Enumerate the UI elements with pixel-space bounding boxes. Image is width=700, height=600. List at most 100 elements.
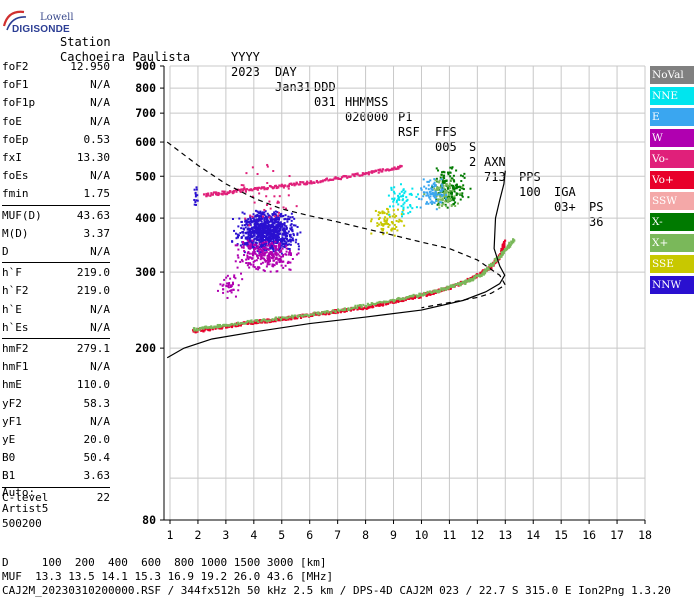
echo-point (278, 261, 281, 264)
echo-point (222, 283, 225, 286)
echo-point (258, 216, 261, 219)
trace-point (278, 318, 281, 321)
echo-point (460, 180, 463, 183)
param-key: yE (2, 433, 16, 446)
trace-point (354, 172, 357, 176)
echo-point (256, 226, 259, 229)
trace-point (232, 191, 235, 194)
echo-point (274, 234, 277, 237)
trace-point (316, 181, 320, 184)
echo-point (383, 218, 386, 221)
echo-point (282, 206, 285, 209)
echo-point (444, 203, 447, 206)
echo-point (440, 201, 443, 204)
echo-point (233, 276, 236, 279)
trace-point (211, 328, 214, 331)
trace-point (257, 319, 261, 322)
trace-point (447, 287, 450, 290)
echo-point (263, 236, 266, 239)
trace-point (487, 267, 490, 270)
trace-point (362, 173, 365, 176)
logo-text-lowell: Lowell (40, 12, 74, 23)
echo-point (261, 239, 264, 242)
echo-point (260, 257, 263, 260)
echo-point (249, 231, 252, 234)
echo-point (281, 236, 284, 239)
echo-point (376, 224, 379, 227)
echo-point (251, 229, 254, 232)
echo-point (263, 218, 266, 221)
trace-point (387, 300, 390, 303)
echo-point (267, 239, 270, 242)
echo-point (437, 169, 440, 172)
echo-point (446, 184, 449, 187)
trace-point (379, 303, 383, 306)
param-value: 3.63 (83, 469, 111, 483)
echo-point (450, 184, 453, 187)
echo-point (402, 189, 405, 192)
echo-point (261, 230, 264, 233)
echo-point (409, 203, 412, 206)
echo-point (410, 193, 413, 196)
echo-point (377, 223, 380, 226)
echo-point (382, 211, 385, 214)
trace-point (346, 176, 349, 179)
echo-point (266, 257, 269, 260)
echo-point (388, 215, 391, 218)
echo-point (248, 224, 251, 227)
polarization-legend: NoVal NNE E W Vo- Vo+ SSW X- X+ SSE NNW (650, 66, 694, 297)
echo-point (391, 197, 394, 200)
echo-point (267, 224, 270, 227)
param-key: foF1p (2, 96, 36, 110)
trace-point (377, 168, 380, 172)
trace-point (426, 291, 429, 294)
echo-point (257, 230, 260, 233)
echo-point (445, 179, 448, 182)
trace-point (459, 281, 462, 285)
echo-point (281, 238, 284, 241)
echo-point (270, 252, 273, 255)
echo-point (446, 187, 449, 190)
trace-point (398, 299, 401, 302)
trace-point (193, 329, 196, 332)
trace-point (238, 324, 241, 327)
echo-point (232, 283, 235, 286)
trace-point (511, 240, 515, 243)
trace-point (281, 316, 284, 319)
echo-point (437, 192, 440, 195)
echo-point (395, 219, 398, 222)
param-value: 43.63 (76, 208, 110, 222)
echo-point (247, 233, 250, 236)
trace-point (495, 258, 498, 261)
echo-point (196, 194, 199, 197)
echo-point (427, 202, 430, 205)
echo-point (397, 197, 400, 200)
echo-point (399, 195, 402, 198)
echo-point (262, 213, 265, 216)
trace-point (330, 311, 333, 314)
echo-point (261, 228, 264, 231)
echo-point (461, 194, 464, 197)
echo-point (273, 215, 276, 218)
echo-point (246, 254, 249, 257)
echo-point (265, 238, 268, 241)
echo-point (264, 247, 267, 250)
echo-point (436, 185, 439, 188)
echo-point (269, 231, 272, 234)
echo-point (441, 193, 444, 196)
echo-point (271, 213, 274, 216)
echo-point (431, 192, 434, 195)
echo-point (266, 181, 269, 184)
echo-point (443, 193, 446, 196)
echo-point (275, 216, 278, 219)
header-label-station: Station (60, 35, 111, 49)
trace-point (333, 177, 336, 180)
echo-point (266, 237, 269, 240)
param-row: foF1p N/A (2, 94, 110, 112)
echo-point (261, 250, 264, 253)
echo-point (402, 207, 405, 210)
trace-point (251, 321, 254, 324)
y-tick-label: 400 (135, 211, 156, 225)
echo-point (245, 236, 248, 239)
